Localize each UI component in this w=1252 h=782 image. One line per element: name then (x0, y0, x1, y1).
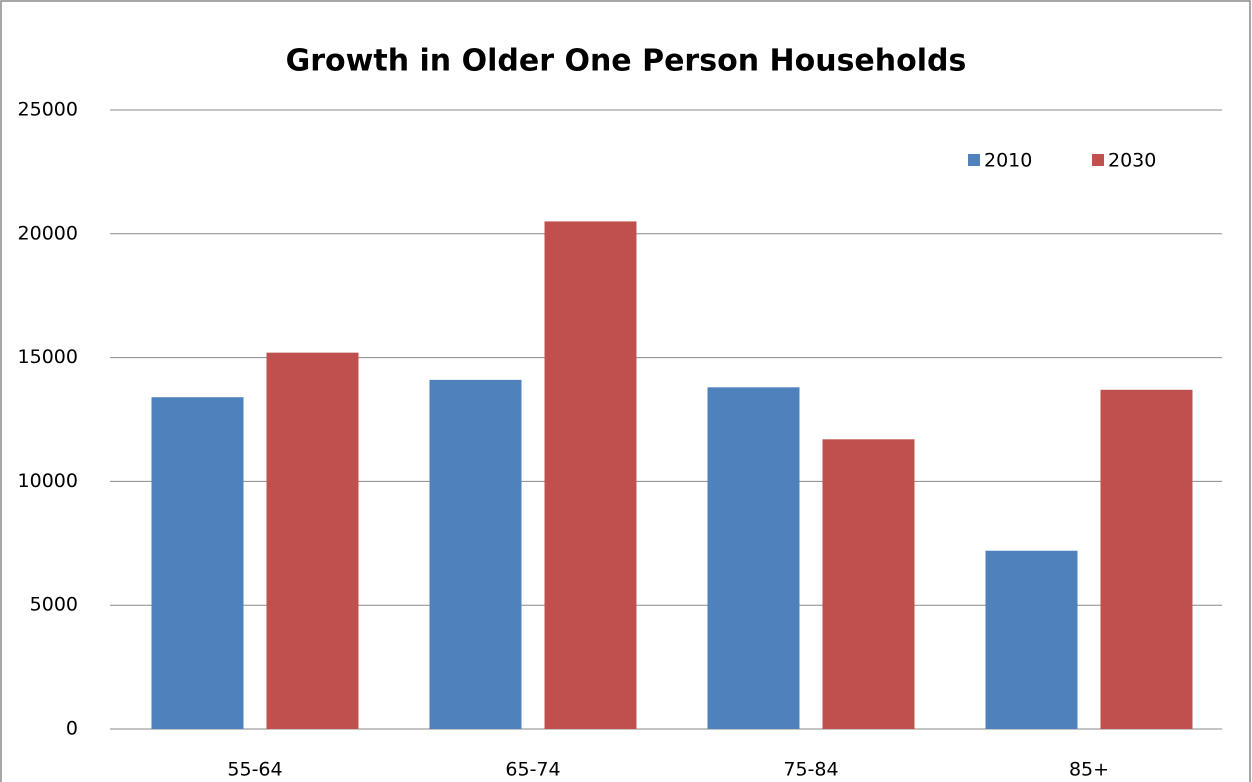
bar (544, 221, 637, 730)
x-tick-label: 65-74 (505, 759, 560, 781)
legend-label: 2010 (984, 150, 1032, 172)
y-tick-label: 15000 (18, 346, 78, 368)
bar (707, 387, 800, 729)
bar (985, 550, 1078, 729)
legend-swatch (1092, 154, 1104, 166)
y-tick-label: 10000 (18, 470, 78, 492)
bar (822, 439, 915, 729)
y-tick-label: 20000 (18, 222, 78, 244)
chart-title: Growth in Older One Person Households (286, 44, 967, 79)
bar (266, 352, 359, 729)
y-tick-label: 25000 (18, 99, 78, 121)
bar (429, 379, 522, 729)
bar (151, 397, 244, 729)
x-tick-label: 75-84 (783, 759, 838, 781)
x-tick-label: 85+ (1069, 759, 1109, 781)
y-tick-label: 0 (66, 718, 78, 740)
legend-swatch (968, 154, 980, 166)
x-tick-label: 55-64 (227, 759, 282, 781)
bar (1100, 389, 1193, 729)
y-tick-label: 5000 (30, 594, 78, 616)
legend-label: 2030 (1108, 150, 1156, 172)
